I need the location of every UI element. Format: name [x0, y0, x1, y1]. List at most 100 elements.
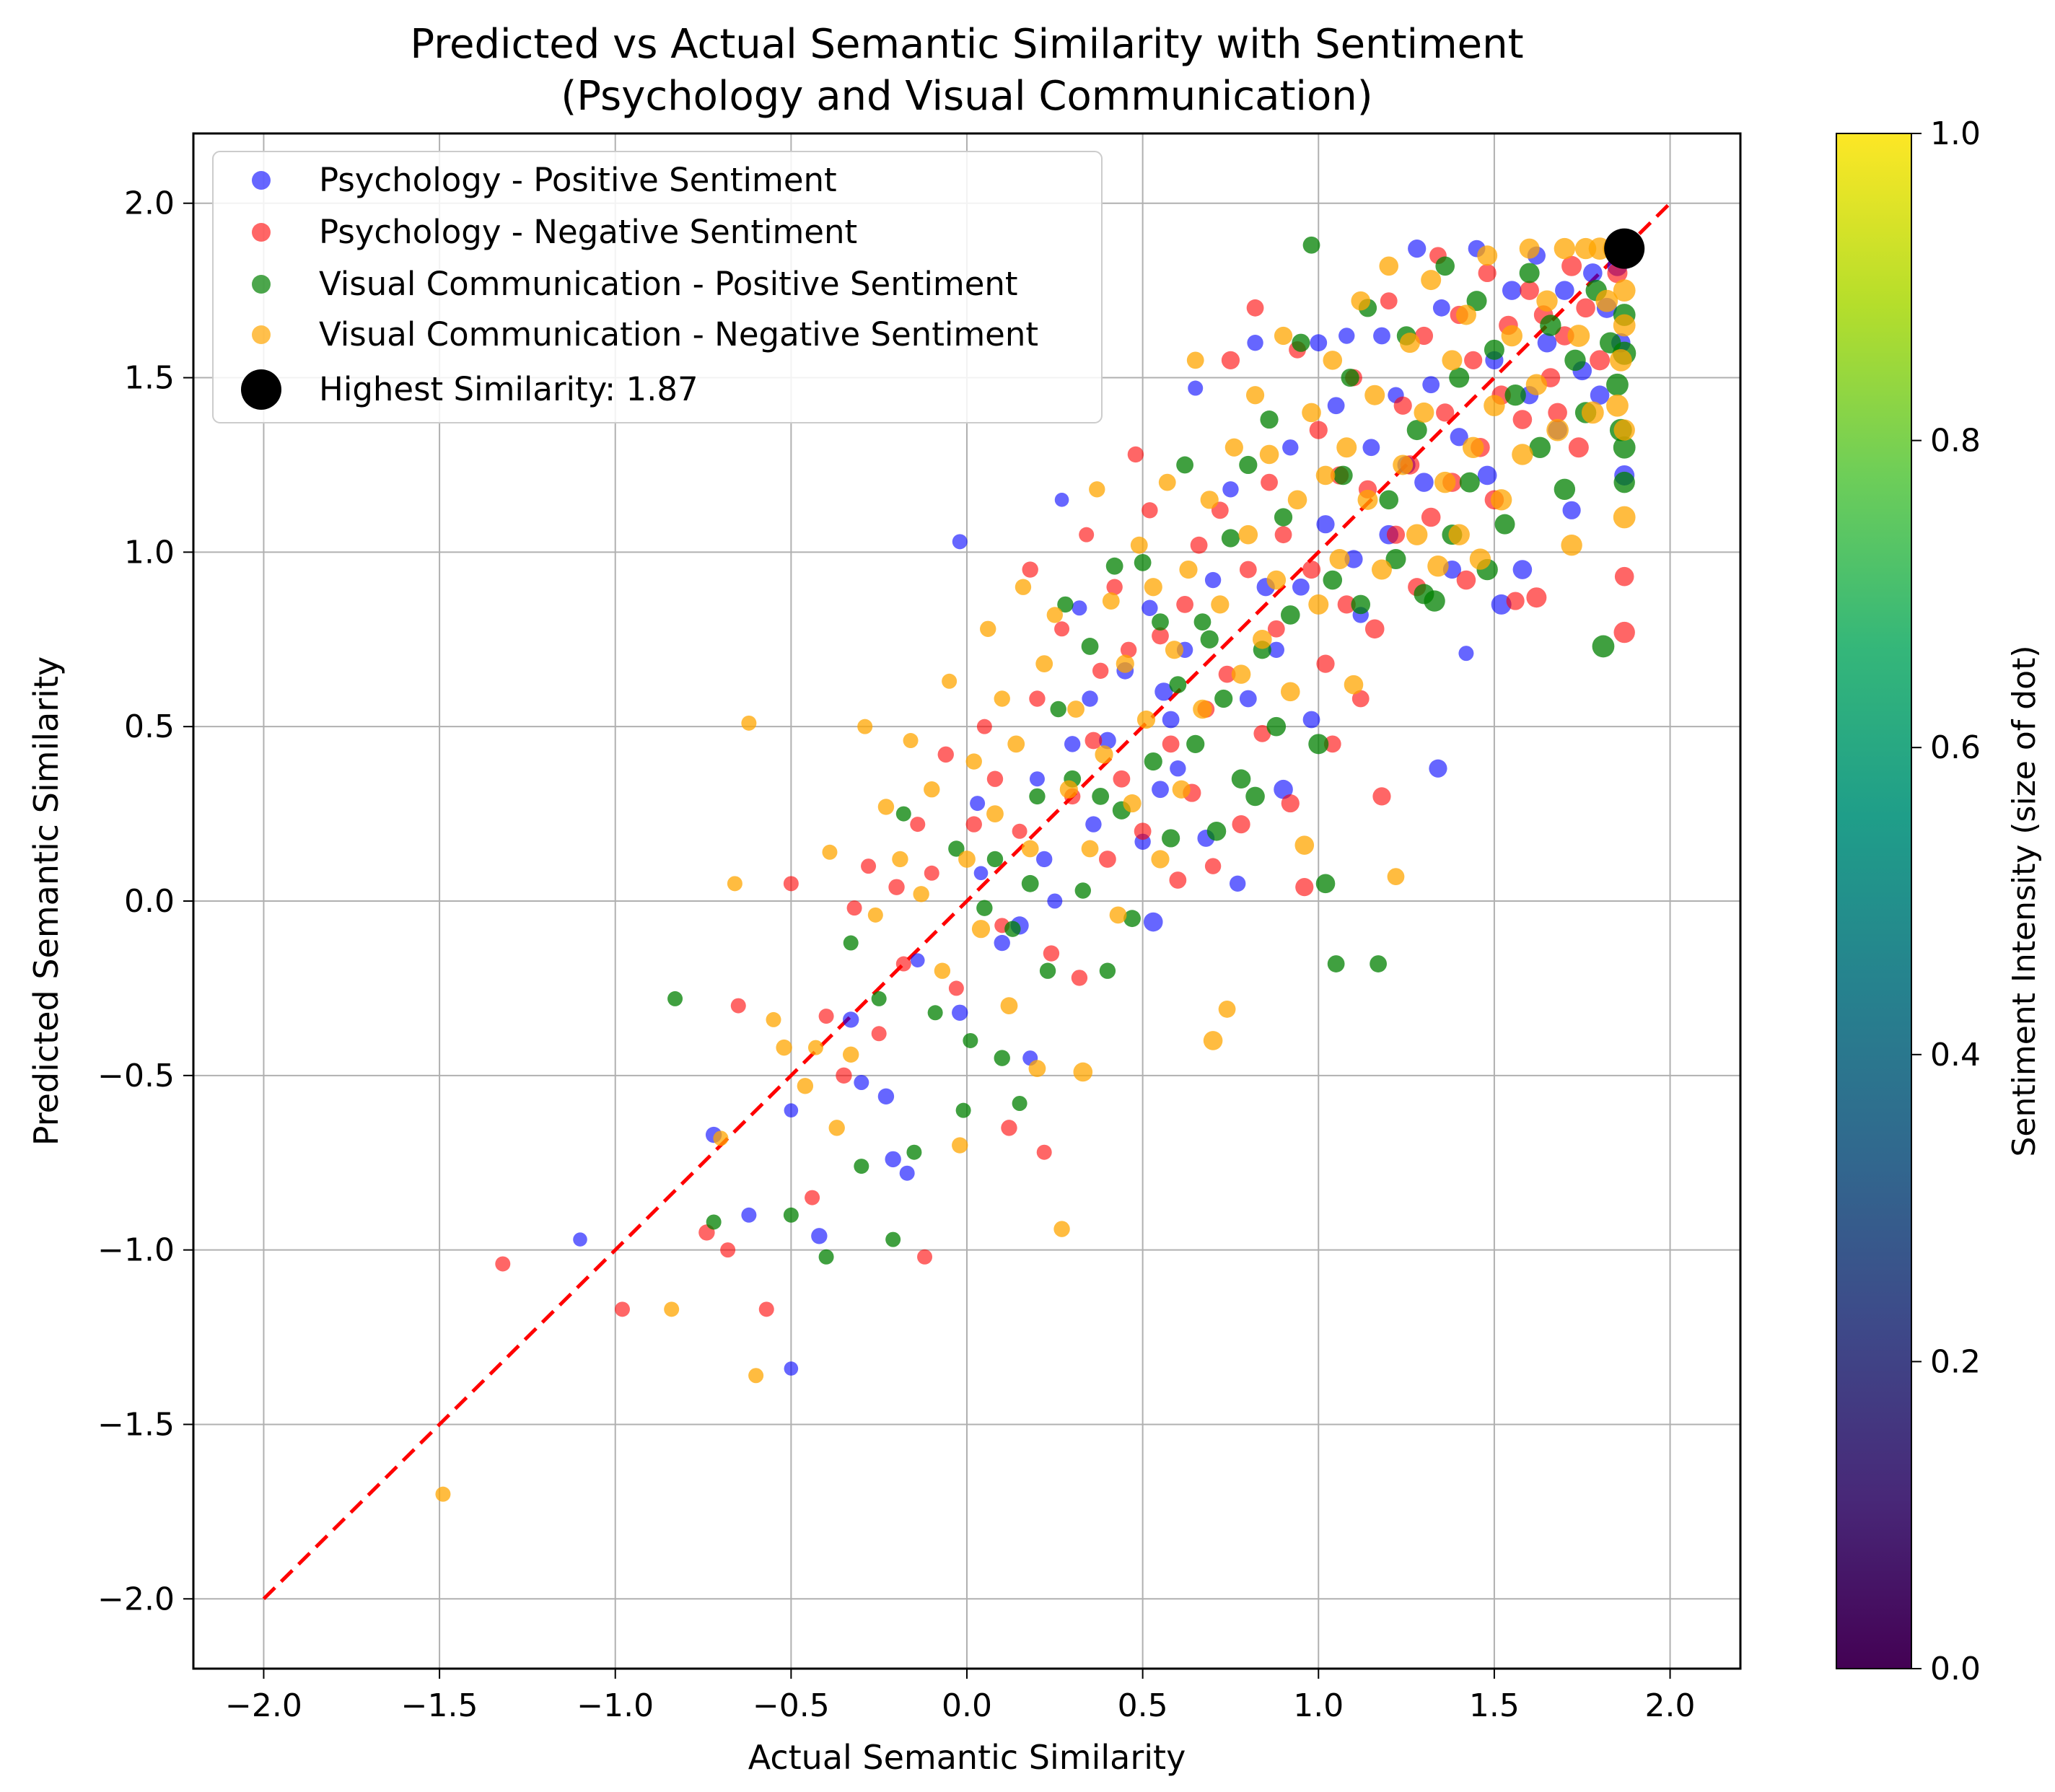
- point-visual-communication-negative-sentiment: [1613, 419, 1635, 441]
- point-psychology-positive-sentiment: [1327, 397, 1345, 415]
- point-psychology-negative-sentiment: [1512, 410, 1533, 429]
- point-visual-communication-positive-sentiment: [1186, 734, 1205, 753]
- point-visual-communication-negative-sentiment: [1554, 237, 1576, 260]
- point-psychology-negative-sentiment: [888, 879, 905, 895]
- point-visual-communication-negative-sentiment: [1136, 710, 1156, 729]
- point-visual-communication-negative-sentiment: [1501, 325, 1522, 347]
- point-visual-communication-positive-sentiment: [885, 1231, 901, 1247]
- point-psychology-positive-sentiment: [877, 1088, 895, 1105]
- y-tick-label: 1.5: [124, 360, 175, 397]
- point-visual-communication-positive-sentiment: [986, 851, 1004, 868]
- point-visual-communication-positive-sentiment: [1099, 962, 1116, 979]
- point-visual-communication-positive-sentiment: [1162, 829, 1180, 848]
- point-psychology-negative-sentiment: [1478, 263, 1497, 283]
- point-visual-communication-negative-sentiment: [766, 1011, 781, 1027]
- point-psychology-negative-sentiment: [1134, 822, 1152, 840]
- x-tick-label: −1.5: [401, 1687, 478, 1724]
- point-visual-communication-positive-sentiment: [1327, 955, 1345, 972]
- highest-similarity-point: [1604, 228, 1645, 269]
- point-psychology-negative-sentiment: [1372, 787, 1391, 806]
- point-visual-communication-positive-sentiment: [1176, 456, 1194, 474]
- colorbar-tick-label: 1.0: [1930, 115, 1981, 152]
- point-visual-communication-positive-sentiment: [1012, 1096, 1028, 1112]
- y-tick-label: −2.0: [97, 1581, 175, 1617]
- point-visual-communication-positive-sentiment: [1540, 315, 1561, 336]
- point-psychology-negative-sentiment: [805, 1190, 820, 1205]
- point-psychology-positive-sentiment: [1310, 334, 1328, 352]
- point-visual-communication-negative-sentiment: [1123, 794, 1142, 813]
- point-psychology-positive-sentiment: [1502, 281, 1522, 300]
- point-psychology-negative-sentiment: [1309, 421, 1328, 439]
- point-psychology-negative-sentiment: [937, 746, 954, 763]
- point-psychology-negative-sentiment: [1614, 566, 1634, 587]
- point-psychology-negative-sentiment: [1613, 621, 1635, 644]
- point-visual-communication-positive-sentiment: [1564, 349, 1586, 372]
- point-visual-communication-negative-sentiment: [1371, 559, 1392, 580]
- point-psychology-negative-sentiment: [1261, 473, 1278, 491]
- point-visual-communication-negative-sentiment: [1546, 418, 1569, 442]
- point-psychology-negative-sentiment: [1071, 970, 1088, 986]
- point-psychology-negative-sentiment: [895, 956, 911, 972]
- point-psychology-positive-sentiment: [1064, 736, 1081, 752]
- point-visual-communication-positive-sentiment: [927, 1005, 943, 1021]
- point-psychology-negative-sentiment: [861, 858, 877, 874]
- point-visual-communication-positive-sentiment: [818, 1249, 834, 1265]
- point-psychology-negative-sentiment: [1590, 350, 1611, 371]
- point-psychology-negative-sentiment: [1142, 502, 1158, 519]
- point-visual-communication-positive-sentiment: [1134, 553, 1152, 571]
- point-visual-communication-positive-sentiment: [1105, 557, 1123, 575]
- point-visual-communication-positive-sentiment: [1459, 472, 1480, 493]
- point-visual-communication-negative-sentiment: [1259, 444, 1279, 465]
- point-psychology-negative-sentiment: [1176, 596, 1194, 613]
- point-visual-communication-negative-sentiment: [1448, 524, 1470, 545]
- point-psychology-negative-sentiment: [1099, 851, 1116, 868]
- point-psychology-positive-sentiment: [1590, 385, 1610, 405]
- point-visual-communication-negative-sentiment: [1238, 524, 1258, 545]
- point-psychology-negative-sentiment: [1012, 823, 1028, 839]
- point-visual-communication-positive-sentiment: [1266, 716, 1287, 737]
- point-psychology-negative-sentiment: [1506, 592, 1525, 610]
- point-psychology-positive-sentiment: [1583, 263, 1603, 283]
- point-psychology-negative-sentiment: [1232, 815, 1250, 834]
- point-visual-communication-positive-sentiment: [1004, 921, 1021, 937]
- point-visual-communication-negative-sentiment: [1567, 325, 1590, 347]
- point-psychology-negative-sentiment: [1079, 527, 1095, 543]
- point-psychology-positive-sentiment: [1344, 550, 1363, 568]
- point-visual-communication-negative-sentiment: [1186, 351, 1204, 369]
- point-psychology-positive-sentiment: [1338, 328, 1355, 344]
- point-visual-communication-negative-sentiment: [1274, 326, 1293, 346]
- point-psychology-negative-sentiment: [1520, 281, 1539, 300]
- point-psychology-negative-sentiment: [1380, 292, 1398, 310]
- point-visual-communication-positive-sentiment: [1519, 263, 1540, 284]
- point-psychology-positive-sentiment: [1562, 501, 1581, 519]
- point-psychology-negative-sentiment: [1239, 561, 1257, 579]
- point-visual-communication-negative-sentiment: [903, 733, 919, 749]
- point-psychology-positive-sentiment: [1268, 641, 1285, 658]
- point-visual-communication-negative-sentiment: [1218, 1001, 1236, 1018]
- point-visual-communication-positive-sentiment: [1029, 788, 1046, 805]
- point-psychology-positive-sentiment: [741, 1207, 757, 1223]
- point-visual-communication-positive-sentiment: [1466, 291, 1487, 312]
- point-psychology-positive-sentiment: [1188, 380, 1204, 396]
- x-tick-label: −2.0: [225, 1687, 302, 1724]
- point-psychology-positive-sentiment: [1162, 711, 1180, 729]
- legend-label-psychology-positive: Psychology - Positive Sentiment: [319, 161, 837, 199]
- point-visual-communication-negative-sentiment: [867, 907, 883, 923]
- point-visual-communication-positive-sentiment: [1092, 788, 1110, 805]
- point-psychology-negative-sentiment: [1421, 507, 1441, 527]
- point-visual-communication-negative-sentiment: [1393, 454, 1414, 475]
- point-visual-communication-positive-sentiment: [1379, 490, 1399, 510]
- point-psychology-positive-sentiment: [1432, 299, 1450, 317]
- legend-marker-highest: [241, 369, 281, 410]
- point-psychology-negative-sentiment: [1364, 619, 1385, 639]
- point-visual-communication-positive-sentiment: [843, 935, 859, 951]
- point-psychology-positive-sentiment: [811, 1228, 828, 1244]
- point-psychology-negative-sentiment: [871, 1026, 887, 1042]
- point-psychology-negative-sentiment: [1043, 945, 1060, 962]
- point-visual-communication-positive-sentiment: [1341, 368, 1359, 387]
- point-visual-communication-positive-sentiment: [1613, 471, 1635, 493]
- point-visual-communication-negative-sentiment: [1364, 385, 1385, 405]
- point-visual-communication-negative-sentiment: [1399, 333, 1420, 353]
- point-visual-communication-positive-sentiment: [854, 1159, 869, 1174]
